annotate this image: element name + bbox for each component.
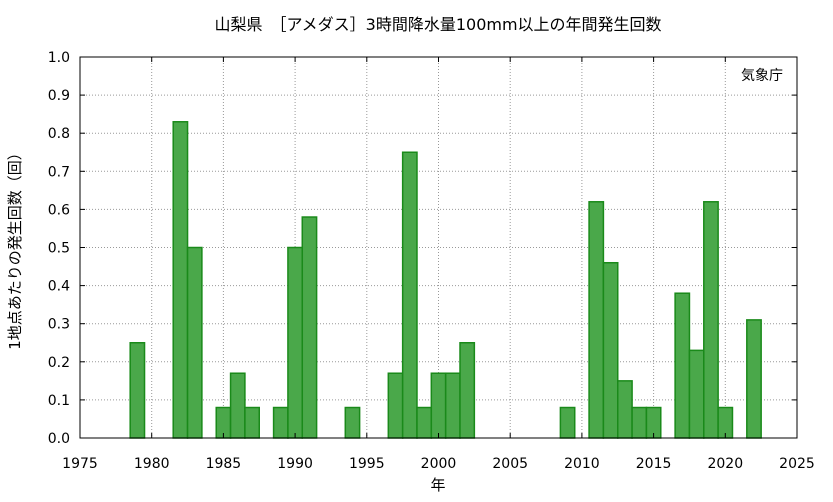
- bar: [186, 246, 203, 439]
- bar: [416, 406, 433, 439]
- x-tick-label: 2015: [636, 456, 672, 472]
- x-tick-label: 2000: [421, 456, 457, 472]
- bar: [617, 380, 633, 439]
- y-tick-label: 1.0: [48, 50, 70, 66]
- bar: [430, 372, 447, 439]
- x-tick-label: 1985: [206, 456, 242, 472]
- x-tick-label: 2010: [564, 456, 600, 472]
- bar: [272, 406, 289, 439]
- bar: [129, 342, 146, 439]
- x-axis-label: 年: [430, 476, 445, 494]
- x-tick-labels: 1975 1980 1985 1990 1995 2000 2005 2010 2015 2020…: [62, 456, 815, 472]
- bar: [588, 201, 605, 439]
- bar: [444, 372, 461, 439]
- bar: [688, 349, 705, 439]
- x-tick-label: 1980: [134, 456, 170, 472]
- x-tick-label: 2025: [779, 456, 815, 472]
- y-tick-label: 0.2: [48, 355, 70, 371]
- y-tick-label: 0.4: [48, 279, 70, 295]
- bar: [459, 342, 476, 439]
- bar: [229, 372, 246, 439]
- bar: [631, 406, 648, 439]
- chart-title: 山梨県 ［アメダス］3時間降水量100mm以上の年間発生回数: [214, 15, 661, 34]
- bar: [602, 261, 619, 439]
- bar: [746, 319, 762, 439]
- y-tick-label: 0.0: [48, 431, 70, 447]
- bar: [674, 292, 691, 439]
- x-tick-label: 1995: [349, 456, 385, 472]
- source-label: 気象庁: [741, 68, 783, 84]
- bar: [559, 406, 576, 439]
- bar: [244, 406, 261, 439]
- x-tick-label: 1990: [277, 456, 313, 472]
- bar: [344, 406, 361, 439]
- ticks: [79, 56, 798, 439]
- bar: [401, 151, 418, 439]
- bars: [129, 121, 762, 439]
- bar: [301, 216, 318, 439]
- y-tick-label: 0.6: [48, 202, 70, 218]
- y-tick-label: 0.7: [48, 164, 70, 180]
- bar: [287, 246, 304, 439]
- x-tick-label: 2020: [707, 456, 743, 472]
- x-tick-label: 1975: [62, 456, 98, 472]
- y-tick-labels: 0.0 0.1 0.2 0.3 0.4 0.5 0.6 0.7 0.8 0.9 1.0: [48, 50, 70, 447]
- y-tick-label: 0.1: [48, 393, 70, 409]
- y-axis-label: 1地点あたりの発生回数（回）: [6, 145, 24, 350]
- bar: [387, 372, 404, 439]
- bar: [703, 201, 719, 439]
- y-tick-label: 0.3: [48, 317, 70, 333]
- y-tick-label: 0.9: [48, 88, 70, 104]
- x-tick-label: 2005: [492, 456, 528, 472]
- y-tick-label: 0.8: [48, 126, 70, 142]
- bar: [172, 121, 189, 439]
- y-tick-label: 0.5: [48, 241, 70, 257]
